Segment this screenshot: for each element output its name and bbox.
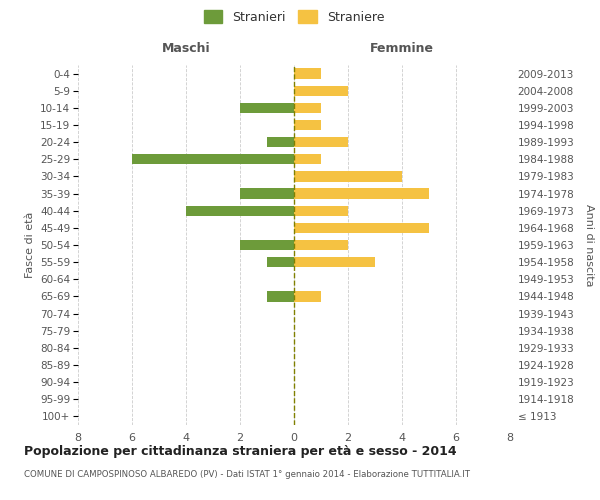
Text: Popolazione per cittadinanza straniera per età e sesso - 2014: Popolazione per cittadinanza straniera p…	[24, 445, 457, 458]
Bar	[294, 68, 321, 78]
Bar	[294, 222, 429, 233]
Bar	[267, 137, 294, 147]
Bar	[240, 102, 294, 113]
Bar	[294, 120, 321, 130]
Bar	[294, 206, 348, 216]
Bar	[294, 257, 375, 268]
Bar	[186, 206, 294, 216]
Text: Femmine: Femmine	[370, 42, 434, 54]
Text: Maschi: Maschi	[161, 42, 211, 54]
Bar	[240, 240, 294, 250]
Bar	[294, 188, 429, 198]
Bar	[267, 292, 294, 302]
Bar	[294, 137, 348, 147]
Bar	[294, 240, 348, 250]
Y-axis label: Anni di nascita: Anni di nascita	[584, 204, 594, 286]
Bar	[240, 188, 294, 198]
Bar	[267, 257, 294, 268]
Bar	[132, 154, 294, 164]
Legend: Stranieri, Straniere: Stranieri, Straniere	[200, 6, 388, 28]
Bar	[294, 154, 321, 164]
Bar	[294, 102, 321, 113]
Text: COMUNE DI CAMPOSPINOSO ALBAREDO (PV) - Dati ISTAT 1° gennaio 2014 - Elaborazione: COMUNE DI CAMPOSPINOSO ALBAREDO (PV) - D…	[24, 470, 470, 479]
Bar	[294, 292, 321, 302]
Y-axis label: Fasce di età: Fasce di età	[25, 212, 35, 278]
Bar	[294, 86, 348, 96]
Bar	[294, 172, 402, 181]
